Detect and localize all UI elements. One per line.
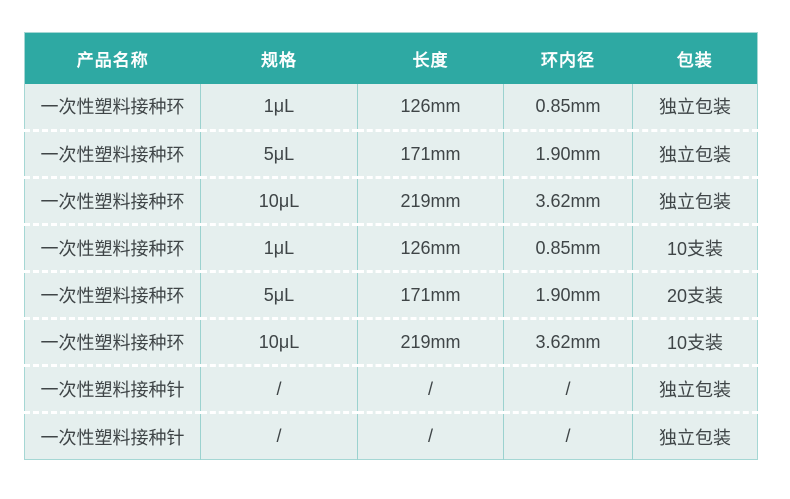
table-row: 一次性塑料接种环 1μL 126mm 0.85mm 独立包装 [24,83,758,132]
table-row: 一次性塑料接种环 1μL 126mm 0.85mm 10支装 [24,224,758,273]
cell-length: 219mm [357,318,504,367]
header-length: 长度 [357,32,504,84]
table-row: 一次性塑料接种针 / / / 独立包装 [24,412,758,460]
cell-packaging: 独立包装 [659,427,731,448]
cell-product-name: 一次性塑料接种环 [24,83,201,132]
cell-packaging: 独立包装 [632,365,758,414]
cell-product-name: 一次性塑料接种针 [24,412,201,460]
cell-packaging: 独立包装 [632,130,758,179]
table-row: 一次性塑料接种环 10μL 219mm 3.62mm 独立包装 [24,177,758,226]
cell-ring-inner-diameter: 0.85mm [503,224,633,273]
cell-packaging: 10支装 [632,318,758,367]
cell-specification: 1μL [200,83,358,132]
cell-ring-inner-diameter: 3.62mm [503,177,633,226]
header-row: 产品名称 规格 长度 环内径 包装 [24,32,758,84]
table-row: 一次性塑料接种针 / / / 独立包装 [24,365,758,414]
table-row: 一次性塑料接种环 5μL 171mm 1.90mm 独立包装 [24,130,758,179]
cell-product-name: 一次性塑料接种环 [24,271,201,320]
cell-length: 126mm [357,83,504,132]
cell-specification: 5μL [200,130,358,179]
cell-product-name: 一次性塑料接种环 [24,318,201,367]
cell-ring-inner-diameter: 1.90mm [503,130,633,179]
product-spec-table: 产品名称 规格 长度 环内径 包装 一次性塑料接种环 1μL 126mm 0.8… [24,32,758,460]
cell-packaging: 独立包装 [632,83,758,132]
cell-length: 171mm [357,271,504,320]
cell-product-name: 一次性塑料接种针 [24,365,201,414]
cell-ring-inner-diameter: 1.90mm [503,271,633,320]
table-row: 一次性塑料接种环 5μL 171mm 1.90mm 20支装 [24,271,758,320]
cell-length: / [357,412,504,460]
cell-length: / [357,365,504,414]
cell-packaging: 20支装 [632,271,758,320]
header-ring-inner-diameter: 环内径 [503,32,633,84]
table-row: 一次性塑料接种环 10μL 219mm 3.62mm 10支装 [24,318,758,367]
header-packaging: 包装 [632,32,758,84]
cell-ring-inner-diameter: / [503,365,633,414]
cell-length: 219mm [357,177,504,226]
header-product-name: 产品名称 [24,32,201,84]
cell-ring-inner-diameter: / [503,412,633,460]
cell-ring-inner-diameter: 3.62mm [503,318,633,367]
cell-packaging: 独立包装 [632,177,758,226]
cell-length: 126mm [357,224,504,273]
cell-ring-inner-diameter: 0.85mm [503,83,633,132]
cell-specification: / [200,412,358,460]
cell-specification: 1μL [200,224,358,273]
cell-packaging: 10支装 [632,224,758,273]
cell-length: 171mm [357,130,504,179]
cell-specification: 10μL [200,177,358,226]
cell-specification: / [200,365,358,414]
cell-product-name: 一次性塑料接种环 [24,130,201,179]
header-specification: 规格 [200,32,358,84]
cell-product-name: 一次性塑料接种环 [24,177,201,226]
cell-product-name: 一次性塑料接种环 [24,224,201,273]
cell-specification: 5μL [200,271,358,320]
cell-specification: 10μL [200,318,358,367]
